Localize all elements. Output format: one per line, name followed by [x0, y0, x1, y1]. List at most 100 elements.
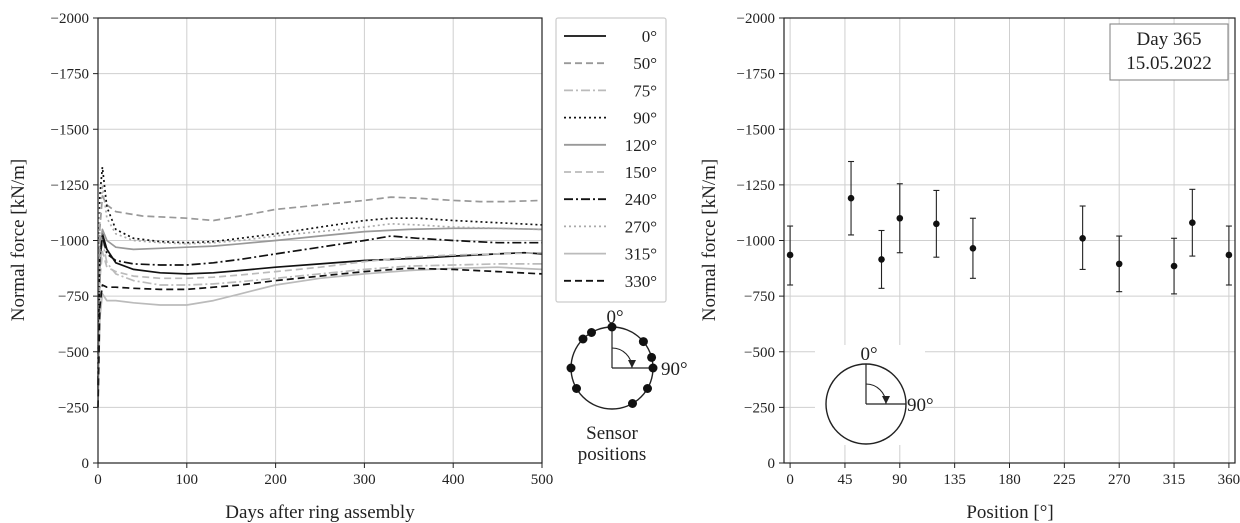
- inset-label-90deg: 90°: [907, 395, 934, 416]
- right-x-tick-label: 360: [1218, 472, 1240, 488]
- day-annotation-line2: 15.05.2022: [1126, 53, 1212, 74]
- series-line-270deg: [97, 184, 543, 375]
- day-annotation-line1: Day 365: [1137, 29, 1202, 50]
- data-point-330deg: [1189, 219, 1196, 226]
- right-y-tick-label: −250: [744, 400, 775, 416]
- series-line-75deg: [97, 239, 542, 397]
- sensor-dot-240deg: [572, 384, 581, 393]
- left-y-tick-label: −2000: [51, 11, 89, 27]
- day-annotation-frame: [1109, 23, 1229, 81]
- sensor-dot-50deg: [638, 337, 648, 347]
- sensor-dot-0deg: [607, 322, 617, 332]
- left-y-tick-label: −1250: [51, 178, 89, 194]
- right-data-points: [786, 160, 1233, 295]
- right-chart: 0 45 90 135 180 225 270 315 360 0 −250 −500 −750 −10…: [699, 11, 1240, 523]
- inset-tick-240deg: [828, 420, 834, 428]
- series-line-90deg: [97, 166, 543, 375]
- series-line-120deg: [97, 227, 543, 386]
- inset-sensor-ticks: [828, 366, 890, 442]
- left-y-tick-label: −250: [58, 400, 89, 416]
- left-y-axis-label: Normal force [kN/m]: [8, 159, 29, 322]
- data-point-75deg: [878, 256, 885, 263]
- left-y-tick-label: −750: [58, 289, 89, 305]
- sensor-dot-270deg: [566, 363, 576, 373]
- sensor-angle-arc: [611, 347, 633, 369]
- data-point-150deg: [969, 244, 977, 252]
- right-y-tick-label: −1500: [737, 122, 775, 138]
- right-y-tick-label: −1250: [737, 178, 775, 194]
- inset-tick-150deg: [882, 436, 890, 442]
- right-y-tick-label: −1000: [737, 234, 775, 250]
- left-y-tick-label: −1000: [51, 234, 89, 250]
- left-x-tick-label: 200: [264, 472, 287, 488]
- data-point-120deg: [933, 220, 940, 228]
- right-x-tick-label: 270: [1108, 472, 1131, 488]
- inset-tick-300deg: [828, 380, 834, 388]
- right-y-tick-label: −500: [744, 345, 775, 361]
- legend-label-270deg: 270°: [625, 217, 657, 236]
- series-line-150deg: [97, 250, 543, 397]
- series-line-240deg: [97, 235, 542, 386]
- right-y-tick-label: 0: [768, 456, 776, 472]
- data-point-240deg: [1079, 234, 1086, 242]
- legend-label-315deg: 315°: [625, 245, 657, 264]
- legend-items: 0° 50° 75° 90° 120° 150° 240° 270° 315° 330°: [564, 27, 657, 291]
- right-x-ticks: 0 45 90 135 180 225 270 315 360: [786, 463, 1240, 488]
- left-y-tick-label: −500: [58, 345, 89, 361]
- data-point-90deg: [896, 214, 904, 222]
- series-line-0deg: [97, 232, 543, 397]
- sensor-label-90deg: 90°: [661, 359, 688, 380]
- sensor-position-diagram: 0° 90° Sensor positions: [566, 307, 688, 465]
- legend-label-90deg: 90°: [633, 109, 657, 128]
- left-x-tick-label: 300: [353, 472, 376, 488]
- data-point-0deg: [786, 251, 794, 259]
- legend-label-0deg: 0°: [642, 27, 657, 46]
- sensor-label-0deg: 0°: [606, 307, 623, 328]
- right-x-tick-label: 225: [1053, 472, 1076, 488]
- sensor-dot-330deg: [587, 328, 596, 337]
- left-x-ticks: 0 100 200 300 400 500: [94, 463, 553, 488]
- inset-label-0deg: 0°: [860, 344, 877, 365]
- left-chart: 0 100 200 300 400 500 0 −250 −500 −750 −1000 −1250…: [8, 11, 553, 523]
- legend-label-75deg: 75°: [633, 81, 657, 100]
- right-y-tick-label: −1750: [737, 67, 775, 83]
- legend-box: [555, 17, 667, 303]
- legend-label-150deg: 150°: [625, 163, 657, 182]
- right-y-axis-label: Normal force [kN/m]: [699, 159, 720, 322]
- series-line-330deg: [97, 267, 543, 408]
- right-y-tick-label: −750: [744, 289, 775, 305]
- data-point-360deg: [1225, 251, 1233, 259]
- right-y-ticks: 0 −250 −500 −750 −1000 −1250 −1500 −1750 −2000: [737, 11, 784, 472]
- inset-tick-30deg: [882, 366, 890, 372]
- day-annotation-box: Day 365 15.05.2022: [1109, 23, 1229, 81]
- inset-ring-diagram: 0° 90°: [815, 344, 934, 445]
- sensor-dot-150deg: [628, 399, 637, 408]
- right-x-tick-label: 180: [998, 472, 1021, 488]
- left-series-lines: [97, 166, 543, 408]
- sensor-dots: [566, 322, 658, 408]
- data-point-50deg: [847, 194, 855, 202]
- right-x-tick-label: 315: [1163, 472, 1186, 488]
- left-x-tick-label: 400: [442, 472, 465, 488]
- sensor-dot-120deg: [643, 384, 652, 393]
- legend-label-330deg: 330°: [625, 272, 657, 291]
- sensor-dot-75deg: [647, 352, 657, 362]
- right-y-tick-label: −2000: [737, 11, 775, 27]
- sensor-caption-line2: positions: [578, 444, 647, 465]
- data-point-315deg: [1170, 262, 1178, 270]
- left-y-tick-label: −1500: [51, 122, 89, 138]
- sensor-angle-arrowhead: [628, 360, 636, 368]
- left-x-tick-label: 0: [94, 472, 102, 488]
- right-x-tick-label: 0: [786, 472, 794, 488]
- right-x-tick-label: 45: [837, 472, 852, 488]
- right-x-tick-label: 135: [943, 472, 966, 488]
- left-x-axis-label: Days after ring assembly: [225, 502, 415, 523]
- sensor-dot-90deg: [648, 363, 658, 373]
- left-y-ticks: 0 −250 −500 −750 −1000 −1250 −1500 −1750 −2000: [51, 11, 98, 472]
- legend-label-50deg: 50°: [633, 54, 657, 73]
- left-x-tick-label: 100: [176, 472, 199, 488]
- sensor-caption-line1: Sensor: [586, 423, 638, 444]
- right-x-axis-label: Position [°]: [966, 502, 1053, 523]
